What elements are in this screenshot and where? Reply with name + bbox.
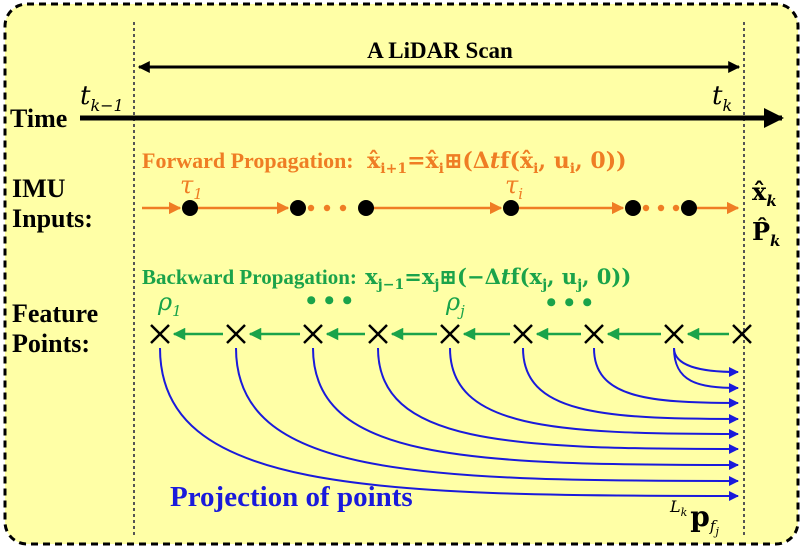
feature-point-cross (513, 324, 533, 344)
imu-ellipsis-dot (672, 204, 680, 212)
rho-1-label: ρ1 (157, 288, 182, 320)
tau-1-label: τ1 (180, 171, 203, 203)
time-label: Time (10, 104, 67, 133)
backward-propagation-formula: Backward Propagation: xj−1=xj⊞(−Δtf(xj, … (142, 264, 631, 293)
feature-row (150, 324, 752, 344)
imu-ellipsis-dot (642, 204, 650, 212)
feature-point-cross (440, 324, 460, 344)
projection-curve (673, 347, 739, 393)
projection-curve (235, 347, 739, 486)
t-end-label: tk (712, 81, 732, 115)
scan-label: A LiDAR Scan (367, 38, 513, 63)
imu-sample-dot (182, 200, 198, 216)
feature-point-cross (226, 324, 246, 344)
feature-point-cross (584, 324, 604, 344)
projection-label: Projection of points (170, 481, 413, 513)
state-p-label: P̂k (752, 217, 780, 250)
imu-sample-dot (290, 200, 306, 216)
projected-point-label: Lk pfj (669, 497, 719, 538)
imu-row (142, 200, 740, 216)
projection-curve (593, 347, 739, 408)
feature-points-label: Feature Points: (12, 299, 105, 358)
state-x-label: x̂k (752, 177, 777, 210)
imu-ellipsis-dot (339, 204, 347, 212)
feature-point-cross (664, 324, 684, 344)
projection-curves (159, 347, 739, 501)
tau-i-label: τi (505, 171, 523, 203)
backward-dots-1: • • • (306, 284, 353, 317)
projection-curve (522, 347, 739, 424)
rho-j-label: ρj (445, 288, 465, 320)
feature-point-cross (368, 324, 388, 344)
feature-point-cross (303, 324, 323, 344)
projection-curve (673, 347, 739, 377)
imu-ellipsis-dot (307, 204, 315, 212)
panel-background (3, 2, 800, 546)
projection-curve (159, 347, 739, 501)
feature-point-cross (732, 324, 752, 344)
imu-sample-dot (358, 200, 374, 216)
forward-propagation-formula: Forward Propagation: x̂i+1=x̂i⊞(Δtf(x̂i,… (142, 148, 627, 177)
t-start-label: tk−1 (80, 81, 124, 115)
projection-curve (312, 347, 739, 470)
backward-dots-2: • • • (546, 286, 593, 319)
imu-sample-dot (625, 200, 641, 216)
imu-sample-dot (503, 200, 519, 216)
projection-curve (449, 347, 739, 439)
imu-ellipsis-dot (657, 204, 665, 212)
imu-ellipsis-dot (323, 204, 331, 212)
projection-curve (377, 347, 739, 454)
imu-label: IMU Inputs: (12, 174, 93, 233)
feature-point-cross (150, 324, 170, 344)
imu-sample-dot (681, 200, 697, 216)
